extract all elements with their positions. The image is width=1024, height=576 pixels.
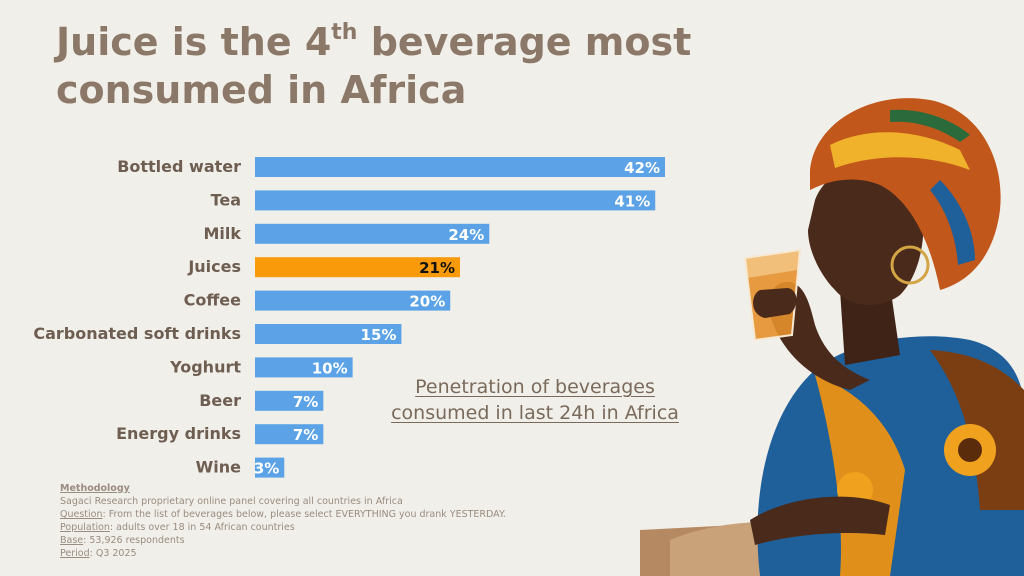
base-text: : 53,926 respondents [83, 535, 185, 546]
value-label-tea: 41% [614, 192, 650, 210]
bar-yoghurt [255, 357, 353, 378]
category-label-yoghurt: Yoghurt [169, 357, 241, 376]
bar-wine [255, 457, 285, 478]
population-text: : adults over 18 in 54 African countries [109, 522, 295, 533]
bar-beer [255, 390, 324, 411]
title-part-1: Juice is the 4 [56, 20, 332, 64]
title-superscript: th [331, 20, 358, 45]
methodology-heading: Methodology [60, 483, 130, 494]
chart-caption: Penetration of beverages consumed in las… [391, 376, 679, 424]
value-label-juices: 21% [419, 259, 455, 277]
value-label-carbonated-soft-drinks: 15% [361, 326, 397, 344]
period-text: : Q3 2025 [89, 548, 137, 559]
methodology-base: Base: 53,926 respondents [60, 534, 620, 547]
methodology-question: Question: From the list of beverages bel… [60, 508, 620, 521]
bar-bottled-water [255, 157, 665, 177]
question-label: Question [60, 509, 103, 520]
period-label: Period [60, 548, 90, 559]
base-label: Base [60, 535, 84, 546]
category-label-milk: Milk [203, 224, 241, 243]
value-label-wine: 3% [254, 460, 279, 478]
methodology-notes: Methodology Sagaci Research proprietary … [60, 482, 620, 560]
bar-energy-drinks [255, 424, 324, 445]
bar-juices [255, 257, 460, 278]
methodology-panel: Sagaci Research proprietary online panel… [60, 496, 403, 507]
question-text: : From the list of beverages below, plea… [102, 509, 506, 520]
category-label-tea: Tea [211, 190, 241, 209]
category-label-energy-drinks: Energy drinks [116, 424, 241, 443]
value-label-coffee: 20% [409, 293, 445, 311]
woman-drinking-juice-image [640, 98, 1024, 576]
bar-coffee [255, 290, 451, 311]
category-label-beer: Beer [199, 391, 241, 410]
category-label-coffee: Coffee [184, 291, 242, 310]
bar-carbonated-soft-drinks [255, 324, 402, 344]
bar-milk [255, 223, 490, 244]
methodology-period: Period: Q3 2025 [60, 547, 620, 560]
bar-chart: Bottled water 42% Tea 41% Milk 24% Juices 21% Co… [33, 157, 665, 478]
category-label-wine: Wine [196, 458, 242, 477]
value-label-yoghurt: 10% [312, 359, 348, 377]
category-label-bottled-water: Bottled water [117, 157, 241, 176]
category-label-carbonated-soft-drinks: Carbonated soft drinks [33, 324, 241, 343]
title-part-2: beverage most consumed in Africa [56, 20, 692, 112]
value-label-energy-drinks: 7% [293, 426, 318, 444]
value-label-beer: 7% [293, 393, 318, 411]
category-label-juices: Juices [187, 257, 241, 276]
bar-tea [255, 190, 656, 211]
population-label: Population [60, 522, 110, 533]
methodology-population: Population: adults over 18 in 54 African… [60, 521, 620, 534]
value-label-bottled-water: 42% [624, 159, 660, 177]
value-label-milk: 24% [448, 226, 484, 244]
page-title: Juice is the 4th beverage most consumed … [56, 18, 836, 114]
